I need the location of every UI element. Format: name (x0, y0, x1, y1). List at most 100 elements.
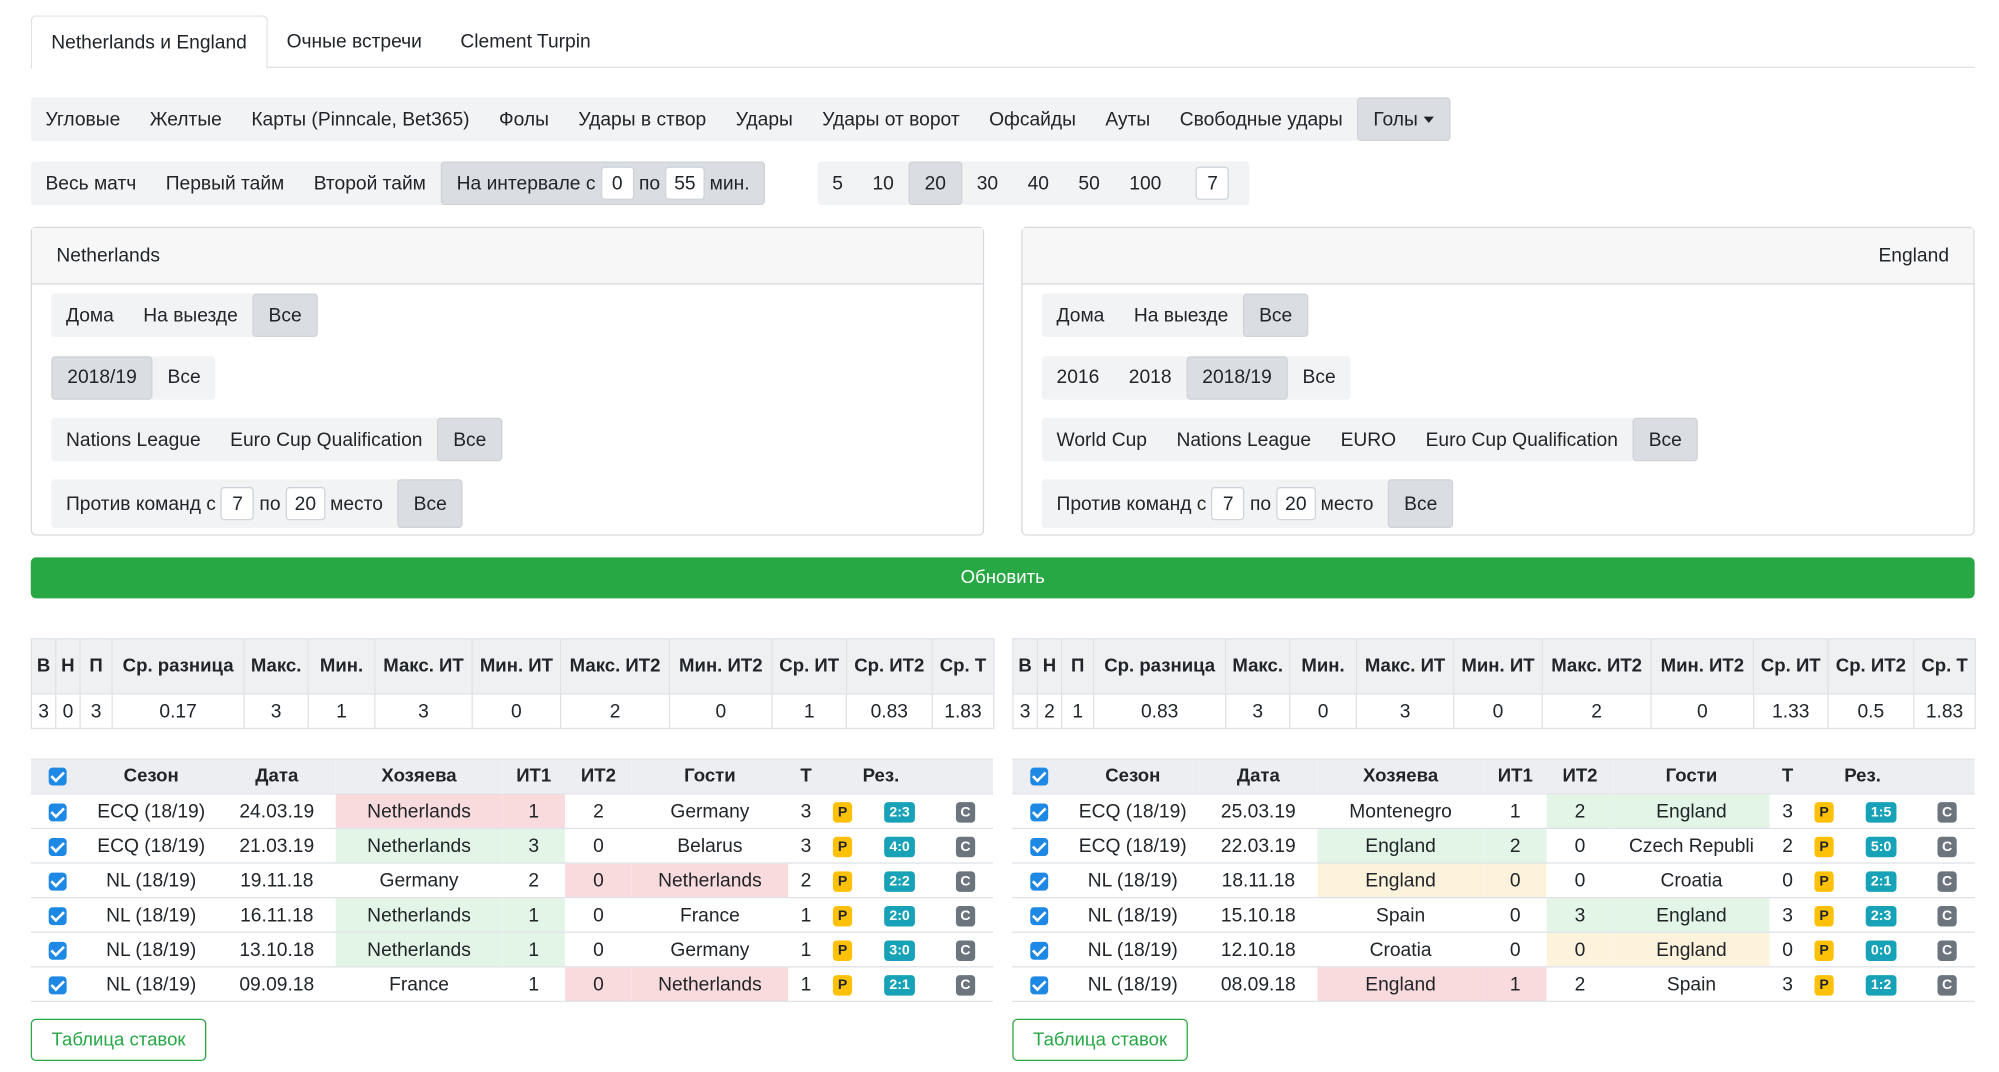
c-badge[interactable]: C (1936, 802, 1958, 823)
button[interactable]: Удары (735, 108, 793, 131)
p-badge[interactable]: P (832, 871, 853, 892)
c-badge[interactable]: C (955, 871, 976, 892)
button[interactable]: EURO (1340, 428, 1397, 451)
button[interactable]: На выезде (143, 304, 238, 327)
tab[interactable]: Очные встречи (286, 30, 422, 52)
button[interactable]: Все (1243, 293, 1309, 338)
button[interactable]: Ауты (1105, 108, 1151, 131)
p-badge[interactable]: P (832, 905, 853, 927)
checkbox[interactable] (48, 767, 67, 786)
button[interactable]: 20 (908, 161, 962, 206)
interval-button[interactable]: На интервале с 0 по 55 мин. (440, 161, 766, 206)
button[interactable]: Свободные удары (1179, 108, 1343, 131)
count-input[interactable]: 7 (1195, 166, 1230, 200)
button[interactable]: Удары от ворот (822, 108, 960, 131)
c-badge[interactable]: C (1936, 871, 1958, 892)
button[interactable]: Желтые (149, 108, 222, 131)
c-badge[interactable]: C (955, 802, 976, 823)
button[interactable]: Все (437, 417, 503, 462)
rank-part[interactable]: 20 (285, 486, 325, 521)
button[interactable]: 40 (1027, 172, 1049, 195)
button[interactable]: 2018 (1128, 366, 1172, 389)
it1: 1 (502, 793, 566, 830)
c-badge[interactable]: C (1936, 975, 1958, 996)
button[interactable]: 30 (976, 172, 999, 195)
checkbox[interactable] (48, 975, 67, 994)
button[interactable]: Nations League (65, 428, 201, 451)
c-badge[interactable]: C (955, 836, 976, 858)
p-badge[interactable]: P (1814, 975, 1834, 996)
button[interactable]: 10 (872, 172, 894, 195)
rank-part[interactable]: 7 (220, 486, 255, 521)
season: NL (18/19) (1066, 896, 1200, 933)
button[interactable]: World Cup (1056, 428, 1147, 451)
button[interactable]: Фолы (499, 108, 549, 131)
checkbox[interactable] (1030, 767, 1049, 786)
button[interactable]: Угловые (45, 108, 121, 131)
c-badge[interactable]: C (955, 940, 976, 962)
c-badge[interactable]: C (1936, 836, 1958, 858)
checkbox[interactable] (1030, 941, 1049, 960)
c-badge[interactable]: C (1936, 905, 1958, 927)
button[interactable]: Euro Cup Qualification (230, 428, 423, 451)
button[interactable]: Nations League (1176, 428, 1312, 451)
p-badge[interactable]: P (832, 940, 853, 962)
c-badge[interactable]: C (1936, 940, 1958, 962)
p-badge[interactable]: P (1814, 940, 1834, 962)
update-button[interactable]: Обновить (30, 557, 1975, 599)
button[interactable]: Первый тайм (165, 172, 285, 195)
button[interactable]: Все (1632, 417, 1698, 462)
p-badge[interactable]: P (832, 836, 853, 858)
interval-input[interactable]: 0 (600, 166, 634, 200)
button[interactable]: Весь матч (45, 172, 137, 195)
button[interactable]: Все (1388, 479, 1454, 528)
bet-table-button[interactable]: Таблица ставок (30, 1018, 207, 1062)
rank-part[interactable]: 7 (1211, 486, 1245, 521)
button[interactable]: Дома (65, 304, 114, 327)
checkbox[interactable] (1030, 872, 1049, 890)
p-badge[interactable]: P (832, 802, 853, 823)
interval-input[interactable]: 55 (665, 166, 705, 200)
button[interactable]: Офсайды (989, 108, 1076, 131)
checkbox[interactable] (1030, 837, 1049, 856)
tab[interactable]: Netherlands и England (30, 15, 268, 70)
result-cell: 1:2 (1842, 966, 1920, 1003)
checkbox[interactable] (48, 837, 67, 856)
p-badge[interactable]: P (1814, 802, 1834, 823)
p-badge[interactable]: P (1814, 905, 1834, 927)
button[interactable]: 5 (832, 172, 843, 195)
checkbox[interactable] (48, 906, 67, 925)
button[interactable]: 2018/19 (51, 355, 153, 400)
button[interactable]: Все (167, 366, 201, 389)
p-badge[interactable]: P (832, 975, 853, 996)
checkbox[interactable] (48, 941, 67, 960)
p-badge[interactable]: P (1814, 871, 1834, 892)
rank-part[interactable]: 20 (1276, 486, 1316, 521)
button[interactable]: 50 (1078, 172, 1100, 195)
button[interactable]: Дома (1056, 304, 1105, 327)
button[interactable]: 2016 (1056, 366, 1100, 389)
checkbox[interactable] (1030, 802, 1049, 821)
c-badge[interactable]: C (955, 905, 976, 927)
button[interactable]: Голы (1357, 97, 1451, 141)
button[interactable]: Второй тайм (313, 172, 426, 195)
button[interactable]: Все (252, 293, 318, 338)
checkbox[interactable] (1030, 975, 1049, 994)
button[interactable]: Карты (Pinncale, Bet365) (251, 108, 470, 131)
c-badge[interactable]: C (955, 975, 976, 996)
button[interactable]: 2018/19 (1186, 355, 1288, 400)
tab[interactable]: Clement Turpin (460, 30, 591, 52)
button[interactable]: Euro Cup Qualification (1425, 428, 1618, 451)
button[interactable]: Все (1302, 366, 1336, 389)
button[interactable]: Удары в створ (578, 108, 707, 131)
bet-table-button[interactable]: Таблица ставок (1012, 1018, 1188, 1062)
p-cell: P (823, 793, 862, 830)
checkbox[interactable] (1030, 906, 1049, 925)
button[interactable]: 100 (1129, 172, 1162, 195)
p-badge[interactable]: P (1814, 836, 1834, 858)
checkbox[interactable] (48, 872, 67, 890)
checkbox[interactable] (48, 802, 67, 821)
button[interactable]: Все (397, 479, 463, 528)
button[interactable]: На выезде (1133, 304, 1229, 327)
